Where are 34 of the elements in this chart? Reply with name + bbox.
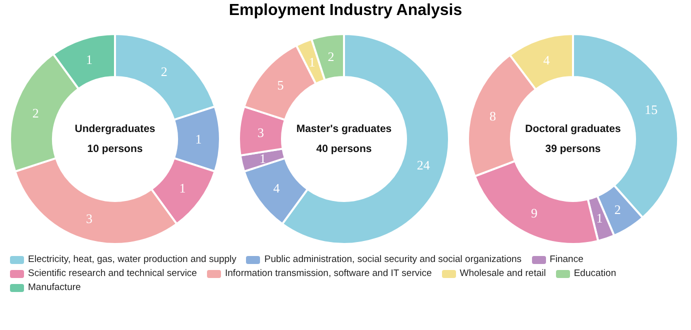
text: Undergraduates [74,122,156,137]
data-label: 1 [596,210,603,226]
data-label: 1 [179,180,186,196]
text: 39 persons [545,142,601,157]
data-label: 1 [260,150,266,166]
data-label: 15 [644,102,658,117]
data-label: 3 [86,210,92,226]
data-label: 1 [195,132,202,146]
legend-label: Information transmission, software and IT service [224,268,432,279]
data-label: 2 [32,106,39,121]
legend-label: Electricity, heat, gas, water production and supply [28,254,236,265]
data-label: 5 [277,77,284,92]
text: Master's graduates [296,122,392,137]
data-label: 4 [543,52,550,68]
chart-title: Employment Industry Analysis [228,1,464,21]
legend-label: Wholesale and retail [460,268,546,279]
legend-label: Manufacture [28,282,81,293]
text: 40 persons [316,142,372,157]
data-label: 3 [258,124,264,140]
data-label: 4 [273,180,280,196]
text: 10 persons [87,142,143,157]
data-label: 2 [160,64,168,79]
legend-label: Education [574,268,616,279]
data-label: 2 [328,49,334,64]
data-label: 1 [86,52,92,68]
data-label: 9 [530,205,538,220]
data-label: 2 [614,202,621,218]
data-label: 1 [308,54,316,70]
data-label: 8 [490,108,496,124]
legend-label: Scientific research and technical service [28,268,197,279]
text: Doctoral graduates [525,122,621,137]
legend-label: Finance [550,254,584,265]
data-label: 24 [416,157,430,172]
legend-label: Public administration, social security and social organizations [264,254,522,265]
